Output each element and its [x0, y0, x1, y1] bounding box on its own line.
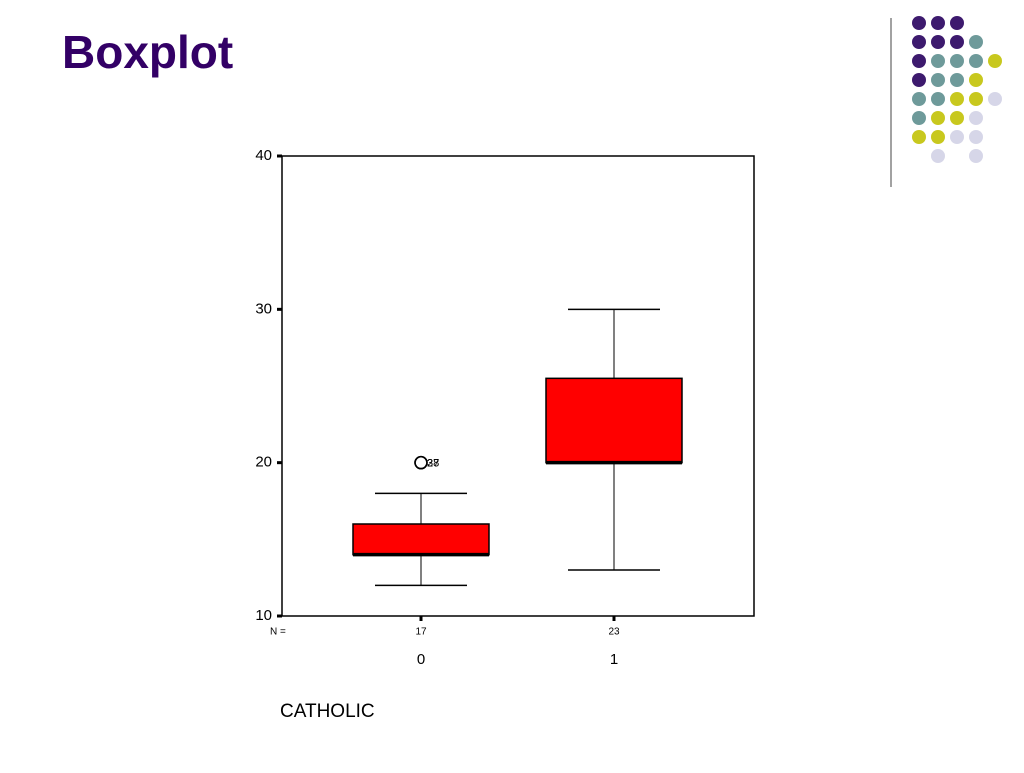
- dot: [950, 54, 964, 68]
- outlier: [414, 455, 428, 470]
- dot: [950, 16, 964, 30]
- dot: [931, 73, 945, 87]
- dot: [931, 130, 945, 144]
- dot: [988, 92, 1002, 106]
- dot: [912, 73, 926, 87]
- x-tick-label: 1: [610, 651, 618, 668]
- dot: [950, 92, 964, 106]
- dot: [969, 92, 983, 106]
- dot: [950, 35, 964, 49]
- y-tick-label: 30: [255, 300, 272, 317]
- dot: [912, 130, 926, 144]
- dot: [950, 111, 964, 125]
- box: [352, 523, 490, 556]
- dot: [931, 35, 945, 49]
- x-axis-label: CATHOLIC: [280, 701, 375, 722]
- n-value: 23: [608, 627, 620, 638]
- dot: [950, 130, 964, 144]
- outlier-label: 37: [427, 458, 439, 470]
- n-value: 17: [415, 627, 427, 638]
- dot: [931, 149, 945, 163]
- dot: [912, 92, 926, 106]
- dot: [931, 54, 945, 68]
- plot-frame: [281, 155, 755, 617]
- outlier-label: 28: [427, 458, 439, 470]
- dot: [950, 73, 964, 87]
- dot: [969, 111, 983, 125]
- dot: [988, 54, 1002, 68]
- dot: [969, 149, 983, 163]
- dot: [969, 73, 983, 87]
- dot: [912, 35, 926, 49]
- dot: [931, 92, 945, 106]
- x-tick-label: 0: [417, 651, 425, 668]
- dot: [912, 54, 926, 68]
- dot: [969, 54, 983, 68]
- y-tick-label: 20: [255, 454, 272, 471]
- box: [545, 377, 683, 464]
- y-tick-label: 10: [255, 607, 272, 624]
- dot: [912, 16, 926, 30]
- dot: [969, 130, 983, 144]
- dot: [931, 16, 945, 30]
- dot: [969, 35, 983, 49]
- dot: [912, 111, 926, 125]
- dot: [931, 111, 945, 125]
- slide-title: Boxplot: [62, 26, 233, 78]
- decoration-dots: [912, 16, 1002, 163]
- n-label: N =: [270, 627, 286, 638]
- y-tick-label: 40: [255, 147, 272, 164]
